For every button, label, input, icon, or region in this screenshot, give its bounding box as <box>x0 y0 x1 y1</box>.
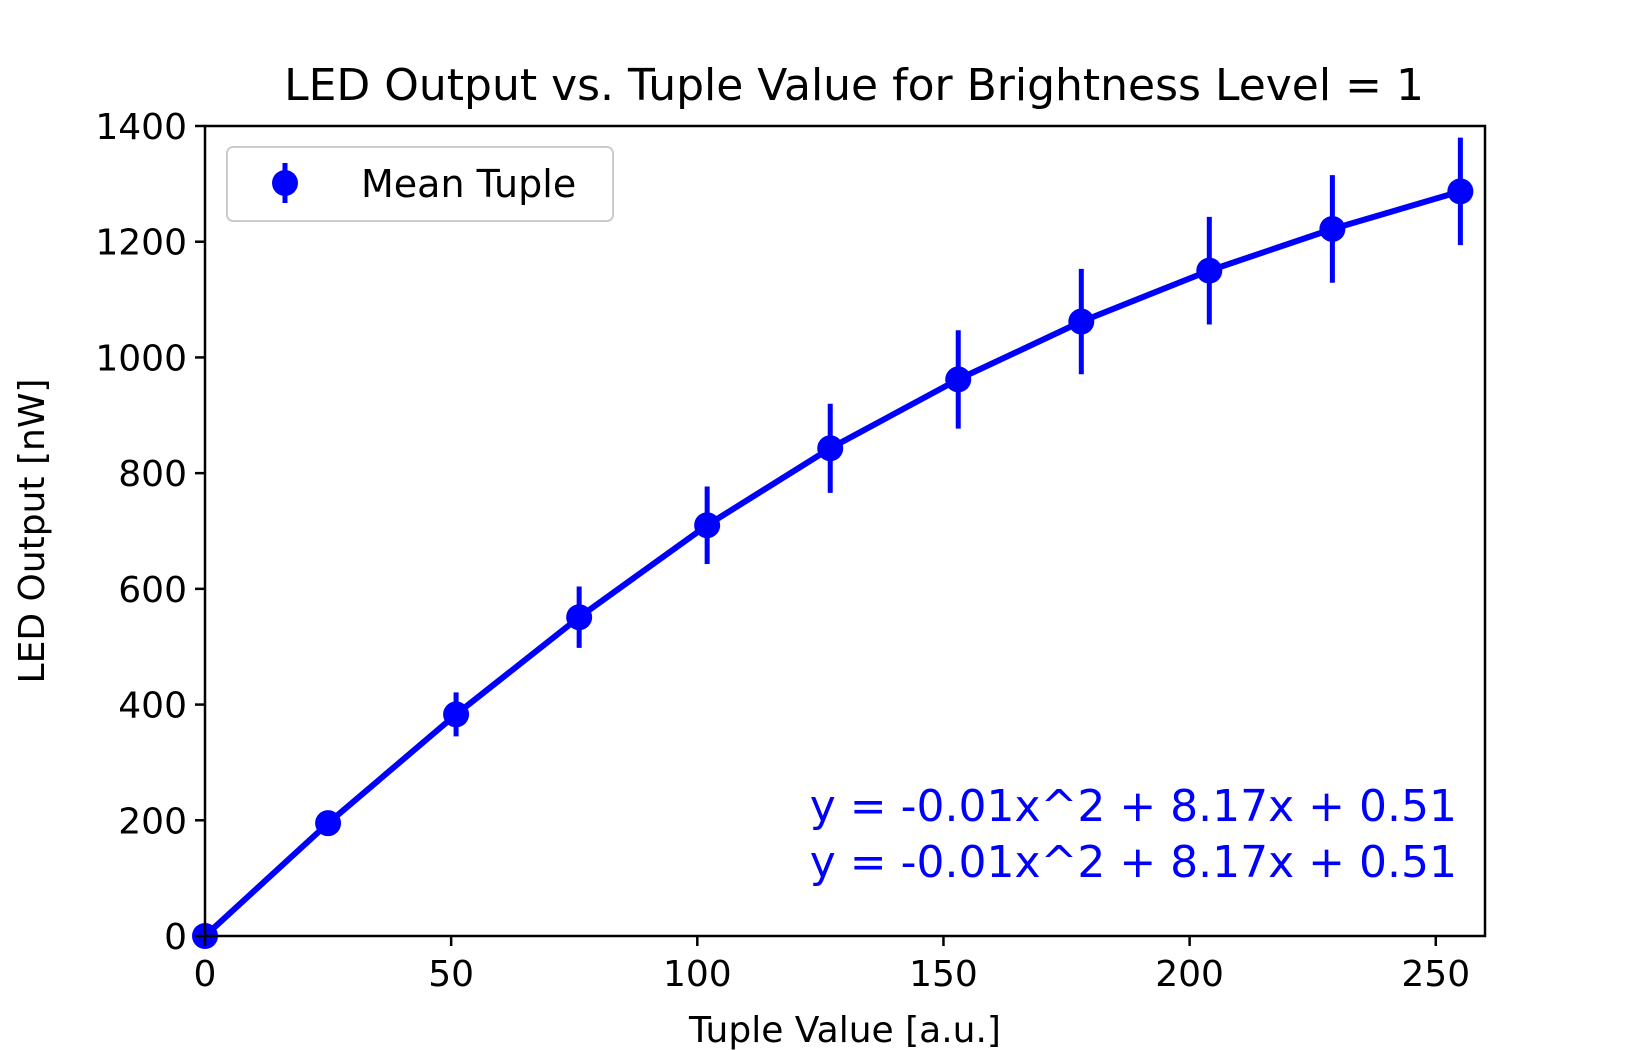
y-tick-label: 1400 <box>95 107 187 148</box>
y-tick-label: 800 <box>118 454 187 495</box>
x-tick-label: 150 <box>909 954 978 995</box>
y-tick-label: 200 <box>118 801 187 842</box>
legend: Mean Tuple <box>226 146 614 222</box>
y-axis-label: LED Output [nW] <box>12 379 53 684</box>
data-point <box>566 604 593 631</box>
fit-equation-annotation-1: y = -0.01x^2 + 8.17x + 0.51 <box>810 781 1457 832</box>
x-tick-label: 50 <box>428 954 474 995</box>
y-tick-label: 400 <box>118 686 187 727</box>
chart-title: LED Output vs. Tuple Value for Brightnes… <box>284 60 1424 111</box>
data-point <box>1447 178 1474 205</box>
y-tick-label: 1200 <box>95 223 187 264</box>
legend-box <box>226 146 614 222</box>
fit-equation-annotation-2: y = -0.01x^2 + 8.17x + 0.51 <box>810 837 1457 888</box>
legend-label-mean-tuple: Mean Tuple <box>361 162 576 206</box>
data-point <box>694 512 721 539</box>
y-tick-label: 1000 <box>95 338 187 379</box>
data-point <box>817 435 844 462</box>
x-axis-label: Tuple Value [a.u.] <box>688 1010 1001 1050</box>
y-tick-label: 600 <box>118 570 187 611</box>
x-tick-label: 0 <box>194 954 217 995</box>
x-tick-label: 100 <box>663 954 732 995</box>
data-point <box>1319 215 1346 242</box>
data-point <box>315 810 342 837</box>
x-tick-label: 250 <box>1401 954 1470 995</box>
y-axis-ticks: 0 200 400 600 800 1000 1200 1400 <box>95 107 205 958</box>
data-point <box>1196 257 1223 284</box>
legend-point-marker <box>272 170 298 196</box>
y-tick-label: 0 <box>164 917 187 958</box>
x-axis-ticks: 0 50 100 150 200 250 <box>194 936 1470 995</box>
data-point <box>1068 308 1095 335</box>
x-tick-label: 200 <box>1155 954 1224 995</box>
plot-area-frame <box>203 124 1487 938</box>
data-point <box>945 366 972 393</box>
data-point <box>443 701 470 728</box>
